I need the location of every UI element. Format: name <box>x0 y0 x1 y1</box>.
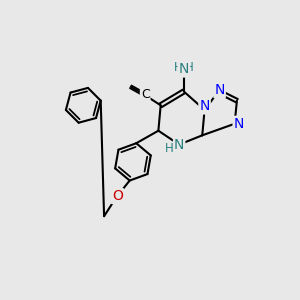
Text: N: N <box>178 62 189 76</box>
Text: H: H <box>165 142 174 155</box>
Text: H: H <box>184 61 193 74</box>
Text: N: N <box>234 117 244 131</box>
Text: N: N <box>200 100 210 113</box>
Text: H: H <box>174 61 183 74</box>
Text: C: C <box>141 88 150 101</box>
Text: N: N <box>214 83 225 97</box>
Text: O: O <box>112 189 123 203</box>
Text: N: N <box>174 138 184 152</box>
